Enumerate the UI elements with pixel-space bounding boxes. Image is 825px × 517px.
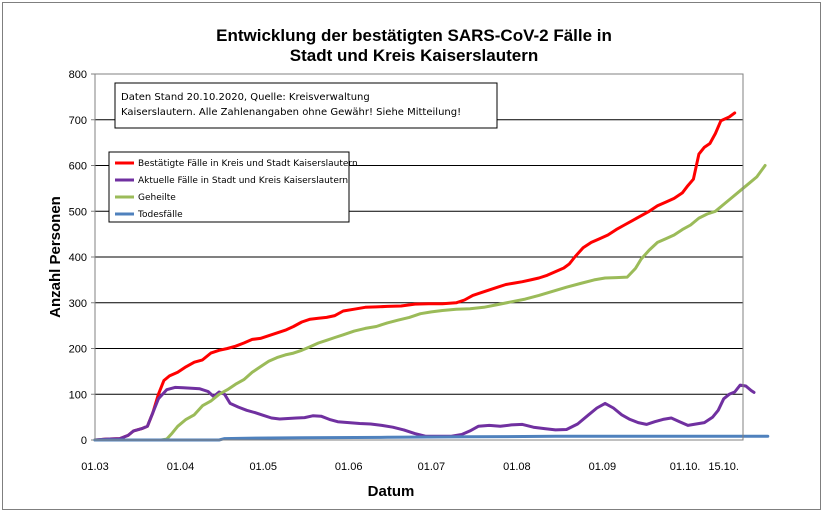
y-tick-label: 100: [69, 389, 87, 401]
y-tick-label: 200: [69, 344, 87, 356]
legend-border: [108, 151, 350, 223]
y-tick-label: 800: [69, 69, 87, 81]
legend-label-2: Aktuelle Fälle in Stadt und Kreis Kaiser…: [138, 176, 348, 186]
y-axis-label: Anzahl Personen: [47, 196, 64, 318]
legend-label-4: Todesfälle: [137, 210, 183, 220]
x-tick-label: 01.10.: [670, 461, 701, 473]
chart-frame: Entwicklung der bestätigten SARS-CoV-2 F…: [2, 2, 821, 510]
x-tick-label: 01.08: [503, 461, 531, 473]
annotation-line-2: Kaiserslautern. Alle Zahlenangaben ohne …: [121, 107, 461, 118]
x-tick-label: 01.03: [81, 461, 109, 473]
legend-label-1: Bestätigte Fälle in Kreis und Stadt Kais…: [138, 159, 358, 169]
series-line-2: [93, 383, 756, 442]
annotation-line-1: Daten Stand 20.10.2020, Quelle: Kreisver…: [121, 92, 370, 103]
series-line-3: [93, 164, 767, 442]
data-series: [93, 111, 770, 442]
plot-area-border: [94, 73, 744, 441]
series-line-1: [93, 111, 737, 442]
annotation-box: Daten Stand 20.10.2020, Quelle: Kreisver…: [114, 82, 498, 129]
legend-label-3: Geheilte: [138, 193, 176, 203]
y-tick-labels: 0 100 200 300 400 500 600 700 800: [69, 69, 95, 447]
series-line-4: [93, 434, 770, 442]
x-tick-label: 01.06: [335, 461, 363, 473]
x-tick-label: 01.04: [167, 461, 195, 473]
annotation-box-border: [114, 82, 498, 129]
y-tick-label: 0: [81, 435, 87, 447]
y-tick-label: 700: [69, 115, 87, 127]
x-tick-label: 01.07: [418, 461, 446, 473]
x-tick-label: 01.09: [589, 461, 617, 473]
y-tick-label: 400: [69, 252, 87, 264]
x-tick-label: 01.05: [249, 461, 277, 473]
line-chart: Entwicklung der bestätigten SARS-CoV-2 F…: [47, 26, 770, 500]
x-axis-label: Datum: [368, 483, 415, 500]
x-tick-label: 15.10.: [708, 461, 739, 473]
y-tick-label: 300: [69, 298, 87, 310]
chart-title-line-1: Entwicklung der bestätigten SARS-CoV-2 F…: [216, 26, 612, 45]
y-tick-label: 500: [69, 206, 87, 218]
chart-title-line-2: Stadt und Kreis Kaiserslautern: [290, 46, 538, 65]
y-tick-label: 600: [69, 161, 87, 173]
x-tick-labels: 01.03 01.04 01.05 01.06 01.07 01.08 01.09 01.10…: [81, 461, 739, 473]
legend: Bestätigte Fälle in Kreis und Stadt Kais…: [108, 151, 358, 223]
